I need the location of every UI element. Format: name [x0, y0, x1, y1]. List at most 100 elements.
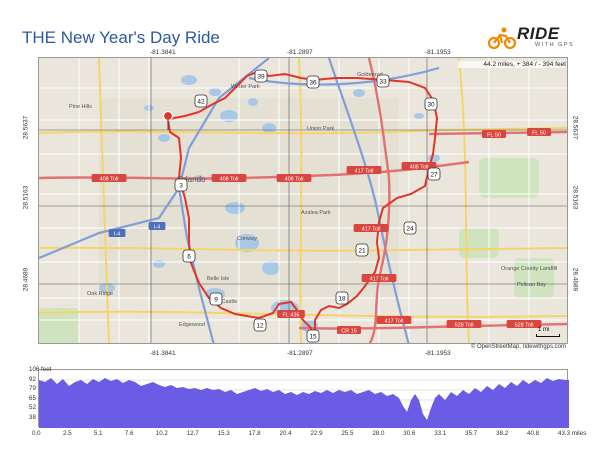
road-label: 417 Toll [353, 224, 389, 232]
cyclist-icon [487, 27, 517, 50]
elevation-profile[interactable] [38, 369, 569, 428]
svg-text:FL 436: FL 436 [283, 312, 300, 318]
waypoint-39[interactable]: 39 [254, 69, 268, 83]
svg-text:FL 50: FL 50 [532, 130, 546, 136]
road-label: FL 436 [277, 310, 305, 318]
coord-right-3: 28.4689 [571, 267, 579, 292]
svg-text:FL 50: FL 50 [487, 132, 501, 138]
place-name: Orlando [177, 175, 206, 184]
place-name: Orange County Landfill [501, 266, 557, 272]
place-name: Goldenrod [357, 72, 383, 78]
place-name: Conway [237, 236, 257, 242]
elevation-x-tick: 0.0 [32, 430, 41, 437]
elevation-x-tick: 38.2 [496, 430, 509, 437]
waypoint-33[interactable]: 33 [376, 74, 390, 88]
place-name: Oak Ridge [87, 291, 113, 297]
svg-text:528 Toll: 528 Toll [515, 322, 534, 328]
elevation-area [39, 378, 569, 428]
elevation-x-tick: 30.6 [403, 430, 416, 437]
waypoint-15[interactable]: 15 [306, 329, 320, 343]
svg-text:30: 30 [427, 102, 435, 109]
place-name: Union Park [307, 126, 334, 132]
map-canvas: 408 Toll 408 Toll 408 Toll 408 Toll 417 Toll… [39, 58, 567, 343]
elevation-x-tick: 10.2 [155, 430, 168, 437]
road-label: 528 Toll [506, 320, 542, 328]
road-label: CR 15 [337, 326, 361, 334]
ride-stats: 44.2 miles, + 384 / - 394 feet [458, 61, 566, 68]
elevation-x-tick: 25.5 [341, 430, 354, 437]
elevation-x-tick: 15.3 [217, 430, 230, 437]
elevation-x-tick: 17.8 [248, 430, 261, 437]
road-label: 408 Toll [276, 174, 312, 182]
elevation-y-tick: 106 feet [29, 366, 52, 373]
scale-label: 1 mi [538, 327, 550, 333]
waypoint-18[interactable]: 18 [335, 291, 349, 305]
coord-bottom-3: -81.1953 [425, 350, 451, 357]
elevation-y-tick: 65 [29, 394, 36, 402]
logo-subtitle: WITH GPS [535, 42, 575, 48]
map-title: THE New Year's Day Ride [22, 28, 220, 47]
elevation-x-tick: 35.7 [465, 430, 478, 437]
svg-text:21: 21 [358, 248, 366, 255]
elevation-x-tick: 22.9 [310, 430, 323, 437]
svg-text:408 Toll: 408 Toll [410, 164, 429, 170]
elevation-x-tick: 5.1 [93, 430, 103, 437]
svg-text:3: 3 [179, 183, 183, 190]
svg-text:I-4: I-4 [114, 231, 120, 237]
place-name: Pelican Bay [517, 282, 546, 288]
svg-text:528 Toll: 528 Toll [455, 322, 474, 328]
elevation-x-tick: 33.1 [434, 430, 447, 437]
svg-text:39: 39 [257, 74, 265, 81]
map-attribution[interactable]: © OpenStreetMap, ridewithgps.com [470, 344, 566, 350]
scale-bar: 1 mi [536, 327, 566, 338]
place-name: Edgewood [179, 322, 205, 328]
coord-right-2: 28.5163 [571, 185, 579, 210]
svg-text:27: 27 [430, 172, 438, 179]
elevation-y-tick: 79 [29, 385, 36, 393]
elevation-x-tick: 40.8 [527, 430, 540, 437]
waypoint-30[interactable]: 30 [424, 97, 438, 111]
coord-bottom-1: -81.3841 [150, 350, 176, 357]
svg-text:15: 15 [309, 334, 317, 341]
elevation-chart [39, 378, 569, 428]
coord-left-3: 28.4689 [22, 267, 30, 292]
place-name: Pine Hills [69, 104, 92, 110]
waypoint-12[interactable]: 12 [253, 318, 267, 332]
road-label: I-4 [108, 229, 126, 237]
road-label: 417 Toll [361, 274, 397, 282]
svg-text:408 Toll: 408 Toll [100, 176, 119, 182]
waypoint-3[interactable]: 3 [174, 178, 188, 192]
waypoint-9[interactable]: 9 [209, 292, 223, 306]
waypoint-6[interactable]: 6 [182, 249, 196, 263]
svg-text:12: 12 [256, 323, 264, 330]
svg-text:CR 15: CR 15 [341, 328, 357, 334]
waypoint-27[interactable]: 27 [427, 167, 441, 181]
elevation-y-tick: 92 [29, 375, 36, 383]
logo-wordmark: RIDE [517, 24, 560, 43]
route-map[interactable]: 408 Toll 408 Toll 408 Toll 408 Toll 417 Toll… [38, 57, 568, 344]
waypoint-21[interactable]: 21 [355, 243, 369, 257]
road-label: FL 50 [527, 128, 551, 136]
elevation-x-tick: 20.4 [279, 430, 292, 437]
elevation-x-tick: 7.6 [124, 430, 134, 437]
svg-text:36: 36 [309, 80, 317, 87]
road-label: I-4 [148, 222, 166, 230]
road-labels: 408 Toll 408 Toll 408 Toll 408 Toll 417 Toll… [91, 128, 551, 334]
svg-text:417 Toll: 417 Toll [370, 276, 389, 282]
ridewithgps-logo[interactable]: RIDE WITH GPS [487, 24, 583, 52]
svg-text:6: 6 [187, 254, 191, 261]
place-name: Azalea Park [301, 210, 331, 216]
road-label: 408 Toll [401, 162, 437, 170]
road-label: 408 Toll [91, 174, 127, 182]
waypoint-42[interactable]: 42 [194, 94, 208, 108]
svg-text:42: 42 [197, 99, 205, 106]
waypoint-36[interactable]: 36 [306, 75, 320, 89]
svg-text:9: 9 [214, 297, 218, 304]
start-marker-icon[interactable] [162, 110, 174, 131]
place-name: Pine Castle [209, 299, 237, 305]
coordinate-grid [39, 58, 567, 343]
coord-top-1: -81.3841 [150, 49, 176, 56]
waypoint-24[interactable]: 24 [403, 221, 417, 235]
coord-bottom-2: -81.2897 [287, 350, 313, 357]
